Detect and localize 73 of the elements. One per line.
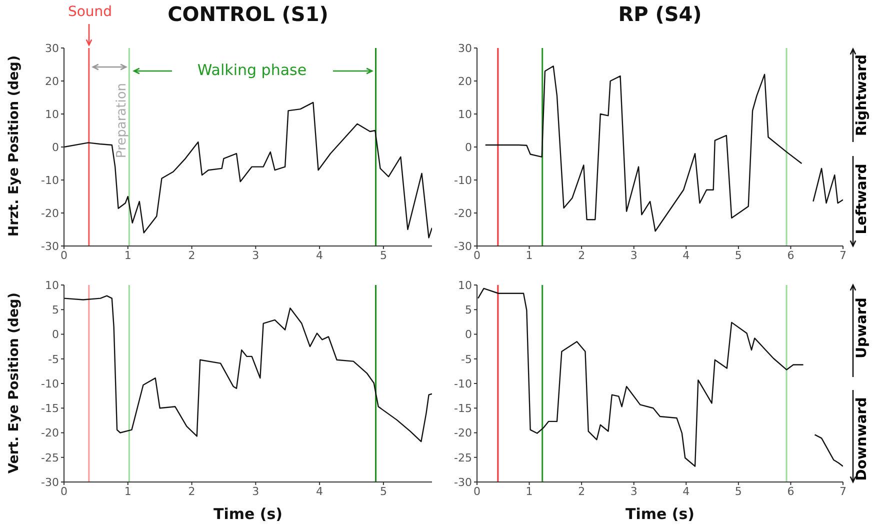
x-tick-label: 5 — [380, 484, 387, 498]
x-tick-label: 3 — [252, 484, 260, 498]
y-tick-label: 5 — [52, 304, 59, 317]
text: Upward — [854, 296, 870, 360]
y-tick-label: -20 — [41, 426, 59, 440]
y-tick-label: 10 — [458, 108, 472, 121]
x-tick-label: 2 — [188, 484, 196, 498]
y-tick-label: -10 — [454, 377, 472, 390]
x-tick-label: 0 — [474, 248, 480, 262]
y-tick-label: 30 — [45, 42, 59, 55]
x-tick-label: 0 — [60, 484, 68, 498]
y-axis-title: Hrzt. Eye Position (deg) — [6, 54, 22, 239]
y-tick-label: 20 — [45, 74, 59, 88]
chart-title: CONTROL (S1) — [168, 2, 328, 26]
y-tick-label: -25 — [41, 451, 59, 464]
y-tick-label: -20 — [41, 206, 59, 220]
y-tick-label: 10 — [45, 278, 59, 292]
x-tick-label: 4 — [682, 484, 690, 498]
y-tick-label: -10 — [41, 174, 59, 187]
x-tick-label: 3 — [630, 484, 638, 498]
text: Downward — [854, 396, 870, 483]
y-tick-label: -15 — [41, 402, 59, 416]
x-tick-label: 1 — [526, 248, 533, 262]
x-tick-label: 7 — [840, 248, 846, 262]
x-tick-label: 2 — [578, 248, 586, 262]
x-tick-label: 4 — [682, 248, 690, 262]
x-tick-label: 7 — [840, 484, 846, 498]
y-tick-label: 0 — [465, 328, 472, 342]
x-tick-label: 1 — [526, 484, 533, 498]
y-tick-label: -25 — [454, 451, 472, 464]
y-tick-label: -5 — [48, 352, 59, 366]
x-tick-label: 4 — [316, 484, 324, 498]
y-tick-label: -5 — [461, 352, 472, 366]
x-tick-label: 3 — [252, 248, 260, 262]
annotation: Walking phase — [196, 61, 308, 79]
y-tick-label: -30 — [41, 240, 59, 253]
y-tick-label: 10 — [45, 108, 59, 121]
y-tick-label: 0 — [52, 328, 59, 342]
y-tick-label: 0 — [52, 140, 59, 154]
x-tick-label: 0 — [474, 484, 480, 498]
x-axis-title: Time (s) — [213, 505, 283, 523]
text: Sound — [66, 4, 114, 20]
y-tick-label: 20 — [458, 74, 472, 88]
x-tick-label: 1 — [124, 248, 132, 262]
x-tick-label: 5 — [380, 248, 387, 262]
y-tick-label: 30 — [458, 42, 472, 55]
x-tick-label: 1 — [124, 484, 132, 498]
x-tick-label: 4 — [316, 248, 324, 262]
text: Rightward — [854, 54, 870, 136]
x-tick-label: 5 — [734, 248, 742, 262]
y-tick-label: -20 — [454, 206, 472, 220]
x-tick-label: 0 — [60, 248, 68, 262]
x-tick-label: 2 — [188, 248, 196, 262]
y-tick-label: -15 — [454, 402, 472, 416]
x-tick-label: 6 — [787, 484, 794, 498]
y-axis-title: Vert. Eye Position (deg) — [6, 291, 22, 476]
y-tick-label: -30 — [454, 240, 472, 253]
y-tick-label: -30 — [454, 476, 472, 489]
x-tick-label: 3 — [630, 248, 638, 262]
y-tick-label: -20 — [454, 426, 472, 440]
x-axis-title: Time (s) — [625, 505, 695, 523]
y-tick-label: -30 — [41, 476, 59, 489]
x-tick-label: 6 — [787, 248, 794, 262]
y-tick-label: 5 — [465, 304, 472, 317]
x-tick-label: 5 — [734, 484, 742, 498]
annotation: Preparation — [114, 82, 130, 160]
text: Leftward — [854, 162, 870, 236]
chart-title: RP (S4) — [617, 2, 703, 26]
y-tick-label: -10 — [41, 377, 59, 390]
y-tick-label: -10 — [454, 174, 472, 187]
y-tick-label: 0 — [465, 140, 472, 154]
x-tick-label: 2 — [578, 484, 586, 498]
y-tick-label: 10 — [458, 278, 472, 292]
